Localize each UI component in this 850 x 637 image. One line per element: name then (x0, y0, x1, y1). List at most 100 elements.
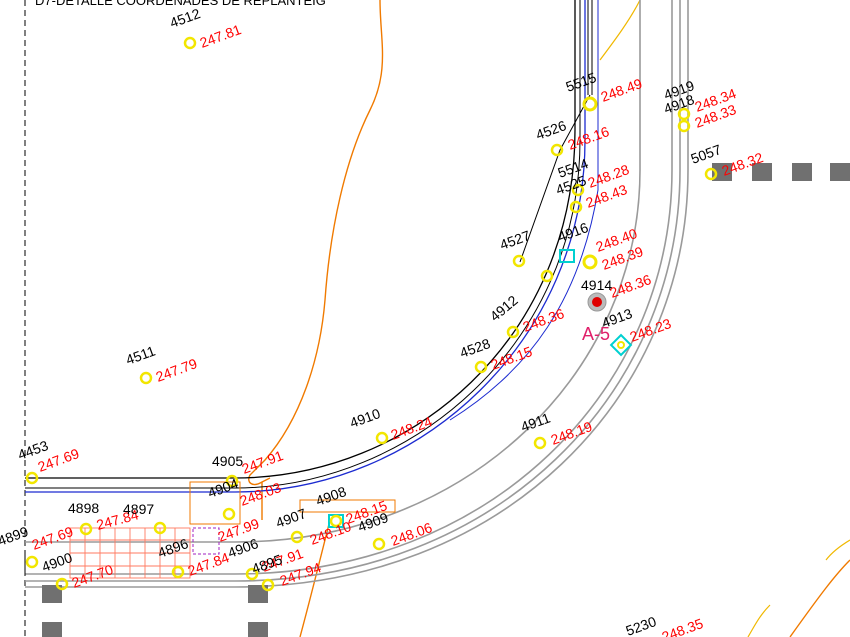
point-marker-icon (474, 360, 488, 374)
point-elevation: 248.36 (608, 271, 654, 301)
drawing-title: D7-DETALLE COORDENADES DE REPLANTEIG (35, 0, 326, 8)
point-marker-icon (139, 371, 153, 385)
point-number: 4511 (124, 342, 158, 367)
black-line (587, 0, 593, 95)
contour-line-orange (789, 559, 850, 637)
point-marker-icon (375, 431, 389, 445)
survey-point: 4511 247.79 (124, 342, 200, 384)
point-marker-icon (617, 341, 625, 349)
cyan-marker-icon (559, 249, 575, 263)
road-edge (25, 0, 673, 575)
point-marker-icon (582, 96, 598, 112)
black-line (25, 0, 576, 479)
road-marker-block (830, 163, 850, 181)
point-marker-icon (506, 325, 520, 339)
survey-point: 4907 248.10 (274, 505, 354, 548)
blue-line (449, 0, 599, 421)
point-marker-icon (225, 474, 239, 488)
survey-point: 4900 247.69 (25, 523, 76, 575)
point-elevation: 247.79 (154, 355, 200, 385)
survey-point: 4912 248.36 (487, 292, 566, 339)
point-number: 4905 (212, 453, 243, 469)
road-marker-block (792, 163, 812, 181)
road-marker-block (42, 622, 62, 637)
point-elevation: 247.81 (198, 21, 244, 51)
point-number: 4899 (0, 523, 30, 549)
survey-point: 4897 247.99 (123, 501, 261, 545)
point-marker-icon (222, 507, 236, 521)
point-number: 5515 (564, 69, 599, 95)
point-marker-icon (183, 36, 197, 50)
point-elevation: 248.35 (660, 615, 706, 637)
point-marker-icon (540, 269, 554, 283)
point-number: 4512 (168, 5, 203, 31)
black-line (25, 0, 581, 489)
point-number: 4904 (206, 475, 241, 501)
point-number: 5230 (624, 613, 659, 637)
survey-point: 4453 247.69 (16, 437, 81, 485)
point-marker-icon (571, 183, 585, 197)
point-number: 4916 (556, 219, 591, 245)
point-number: 4526 (534, 117, 569, 143)
contour-line-yellow (599, 0, 641, 61)
survey-benchmark-icon (592, 297, 602, 307)
survey-point: 4526 248.16 (534, 117, 611, 157)
point-elevation: 248.06 (389, 519, 435, 549)
point-number: 5057 (689, 141, 724, 167)
point-number: 4897 (123, 501, 154, 517)
point-marker-icon (329, 514, 343, 528)
blue-line (25, 0, 586, 493)
point-elevation: 247.91 (240, 447, 286, 477)
point-marker-icon (171, 565, 185, 579)
point-number: 4914 (581, 277, 612, 293)
point-number: 4910 (348, 405, 383, 431)
point-marker-icon (261, 578, 275, 592)
point-marker-icon (245, 567, 259, 581)
point-marker-icon (153, 521, 167, 535)
contour-line-yellow (825, 539, 850, 561)
hatched-area (69, 527, 191, 579)
point-marker-icon (55, 577, 69, 591)
contour-line-orange (248, 0, 384, 486)
point-number: 4898 (68, 500, 99, 516)
survey-point: 5515 248.49 (564, 69, 645, 112)
road-marker-block (752, 163, 772, 181)
point-elevation: 247.69 (30, 523, 76, 553)
point-marker-icon (569, 200, 583, 214)
point-elevation: 248.49 (599, 75, 645, 105)
point-marker-icon (512, 254, 526, 268)
point-marker-icon (533, 436, 547, 450)
point-number: 4527 (498, 227, 533, 253)
point-marker-icon (372, 537, 386, 551)
point-marker-icon (25, 555, 39, 569)
road-edge (25, 0, 641, 543)
point-marker-icon (25, 471, 39, 485)
survey-point: 4512 247.81 (168, 5, 244, 51)
purple-frame (192, 527, 220, 555)
point-number: 4907 (274, 505, 309, 531)
survey-point: 5230 248.35 (624, 613, 706, 637)
point-marker-icon (677, 119, 691, 133)
point-number: 4911 (519, 409, 553, 434)
point-marker-icon (582, 254, 598, 270)
point-number: 4912 (487, 292, 521, 324)
survey-point: 4904 248.03 (206, 475, 283, 521)
point-marker-icon (290, 530, 304, 544)
road-marker-block (248, 622, 268, 637)
road-edge (25, 0, 689, 588)
point-number: 4896 (156, 535, 191, 561)
black-line (519, 94, 591, 263)
point-marker-icon (677, 107, 691, 121)
point-number: 4908 (314, 483, 349, 509)
hatch-outline (189, 481, 241, 525)
road-marker-block (42, 585, 62, 603)
point-marker-icon (550, 143, 564, 157)
purple-frame (299, 499, 396, 513)
road-marker-block (248, 585, 268, 603)
survey-point: 4909 248.06 (356, 509, 435, 551)
road-edge (25, 0, 681, 582)
point-tag-label: A-5 (582, 324, 610, 344)
point-number: 4528 (458, 335, 493, 361)
point-number: 4900 (40, 549, 75, 575)
